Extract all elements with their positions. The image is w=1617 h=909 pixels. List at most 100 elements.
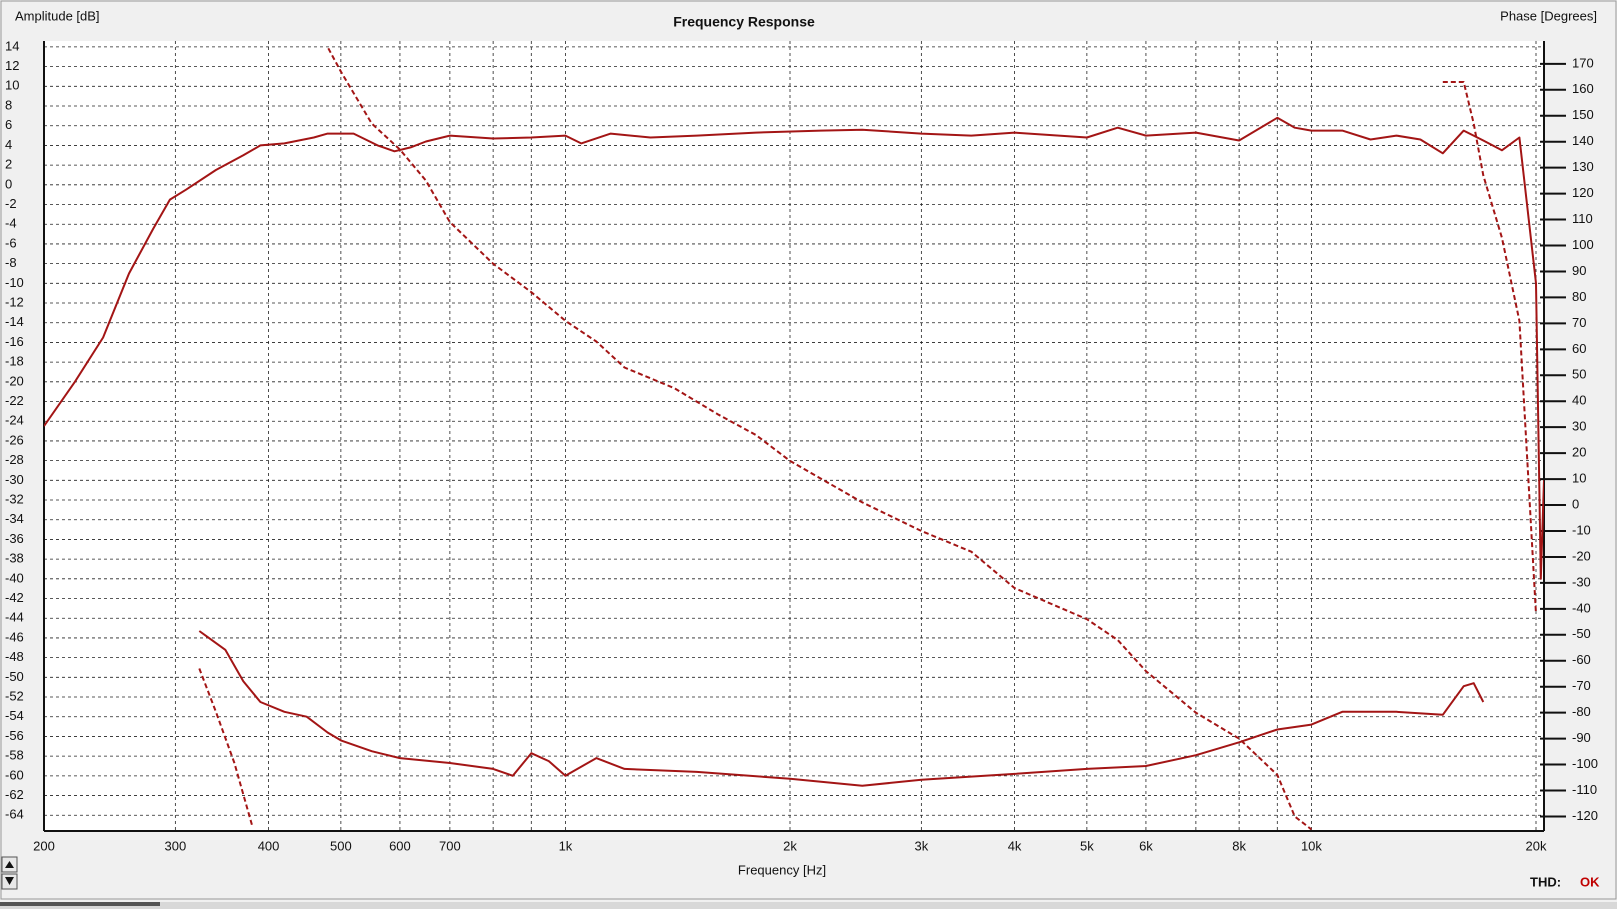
y2-axis-title: Phase [Degrees] xyxy=(1500,8,1597,23)
y2-tick-label: -40 xyxy=(1572,600,1591,615)
y2-tick-label: 50 xyxy=(1572,367,1586,382)
y-tick-label: -10 xyxy=(5,275,24,290)
y-tick-label: -6 xyxy=(5,235,17,250)
y2-tick-label: -100 xyxy=(1572,756,1598,771)
y2-tick-label: -50 xyxy=(1572,626,1591,641)
y-tick-label: -26 xyxy=(5,432,24,447)
plot-area xyxy=(44,41,1544,831)
x-tick-label: 1k xyxy=(559,838,573,853)
series-line xyxy=(198,668,253,826)
y-tick-label: -46 xyxy=(5,629,24,644)
x-tick-label: 3k xyxy=(914,838,928,853)
y-tick-label: -38 xyxy=(5,551,24,566)
x-tick-label: 700 xyxy=(439,838,461,853)
x-tick-label: 400 xyxy=(258,838,280,853)
y-tick-label: -54 xyxy=(5,708,24,723)
y2-tick-label: 130 xyxy=(1572,159,1594,174)
y-tick-label: -56 xyxy=(5,728,24,743)
series-line xyxy=(198,630,1485,787)
y2-tick-label: 110 xyxy=(1572,211,1593,226)
y-tick-label: -30 xyxy=(5,472,24,487)
x-tick-label: 300 xyxy=(165,838,187,853)
y2-tick-label: 90 xyxy=(1572,263,1586,278)
y-tick-label: -24 xyxy=(5,413,24,428)
y-tick-label: 4 xyxy=(5,137,12,152)
scroll-up-button[interactable] xyxy=(1,856,18,873)
y2-tick-label: -110 xyxy=(1572,782,1597,797)
y2-tick-label: 60 xyxy=(1572,341,1586,356)
y-tick-label: -20 xyxy=(5,373,24,388)
y2-tick-label: -70 xyxy=(1572,678,1591,693)
y2-tick-label: 150 xyxy=(1572,107,1594,122)
series-line xyxy=(327,47,1537,831)
y2-tick-label: 170 xyxy=(1572,55,1594,70)
x-tick-label: 20k xyxy=(1526,838,1547,853)
y2-tick-label: 40 xyxy=(1572,393,1586,408)
thd-status: OK xyxy=(1580,874,1600,889)
chart-title: Frequency Response xyxy=(673,14,815,30)
y-tick-label: -36 xyxy=(5,531,24,546)
y-tick-label: -32 xyxy=(5,491,24,506)
y-tick-label: -48 xyxy=(5,649,24,664)
series-line xyxy=(44,116,1544,580)
tab-strip xyxy=(0,902,1617,909)
y-tick-label: 6 xyxy=(5,117,12,132)
arrow-down xyxy=(5,877,14,885)
y-tick-label: 2 xyxy=(5,157,12,172)
y2-tick-label: 160 xyxy=(1572,81,1594,96)
y2-tick-label: 120 xyxy=(1572,185,1594,200)
y-tick-label: -44 xyxy=(5,610,24,625)
y2-tick-label: 100 xyxy=(1572,237,1594,252)
y-tick-label: -2 xyxy=(5,196,17,211)
y2-tick-label: -80 xyxy=(1572,704,1591,719)
y2-tick-label: 20 xyxy=(1572,445,1586,460)
y2-tick-label: 80 xyxy=(1572,289,1586,304)
x-axis-title: Frequency [Hz] xyxy=(738,862,826,877)
y-tick-label: -12 xyxy=(5,294,24,309)
x-tick-label: 10k xyxy=(1301,838,1322,853)
y-tick-label: -28 xyxy=(5,452,24,467)
y-tick-label: -14 xyxy=(5,314,24,329)
y-tick-label: 14 xyxy=(5,38,19,53)
y2-tick-label: 30 xyxy=(1572,419,1586,434)
x-tick-label: 500 xyxy=(330,838,352,853)
x-tick-label: 8k xyxy=(1232,838,1246,853)
y-tick-label: -50 xyxy=(5,669,24,684)
x-tick-label: 2k xyxy=(783,838,797,853)
y2-tick-label: -90 xyxy=(1572,730,1591,745)
y2-tick-label: -20 xyxy=(1572,548,1591,563)
y-tick-label: -40 xyxy=(5,570,24,585)
y2-tick-label: -10 xyxy=(1572,522,1591,537)
y-tick-label: -16 xyxy=(5,334,24,349)
y-tick-label: 8 xyxy=(5,97,12,112)
y2-tick-label: 140 xyxy=(1572,133,1594,148)
x-tick-label: 4k xyxy=(1008,838,1022,853)
x-tick-label: 600 xyxy=(389,838,411,853)
y2-tick-label: -60 xyxy=(1572,652,1591,667)
y-tick-label: -22 xyxy=(5,393,24,408)
y-tick-label: -64 xyxy=(5,807,24,822)
y-tick-label: -34 xyxy=(5,511,24,526)
y-tick-label: 0 xyxy=(5,176,12,191)
y2-tick-label: 10 xyxy=(1572,471,1586,486)
y-tick-label: -8 xyxy=(5,255,17,270)
x-tick-label: 6k xyxy=(1139,838,1153,853)
y-tick-label: -4 xyxy=(5,216,17,231)
arrow-up xyxy=(5,861,14,868)
thd-label: THD: xyxy=(1530,874,1561,889)
tab-active xyxy=(0,902,160,906)
y2-tick-label: 70 xyxy=(1572,315,1586,330)
y-tick-label: -52 xyxy=(5,688,24,703)
y-axis-title: Amplitude [dB] xyxy=(15,8,100,23)
y-tick-label: -62 xyxy=(5,787,24,802)
y2-tick-label: -120 xyxy=(1572,808,1598,823)
y-tick-label: -42 xyxy=(5,590,24,605)
x-tick-label: 200 xyxy=(33,838,55,853)
scroll-down-button[interactable] xyxy=(1,873,18,890)
y2-tick-label: -30 xyxy=(1572,574,1591,589)
y-tick-label: -60 xyxy=(5,767,24,782)
y-tick-label: -58 xyxy=(5,748,24,763)
y-tick-label: -18 xyxy=(5,354,24,369)
